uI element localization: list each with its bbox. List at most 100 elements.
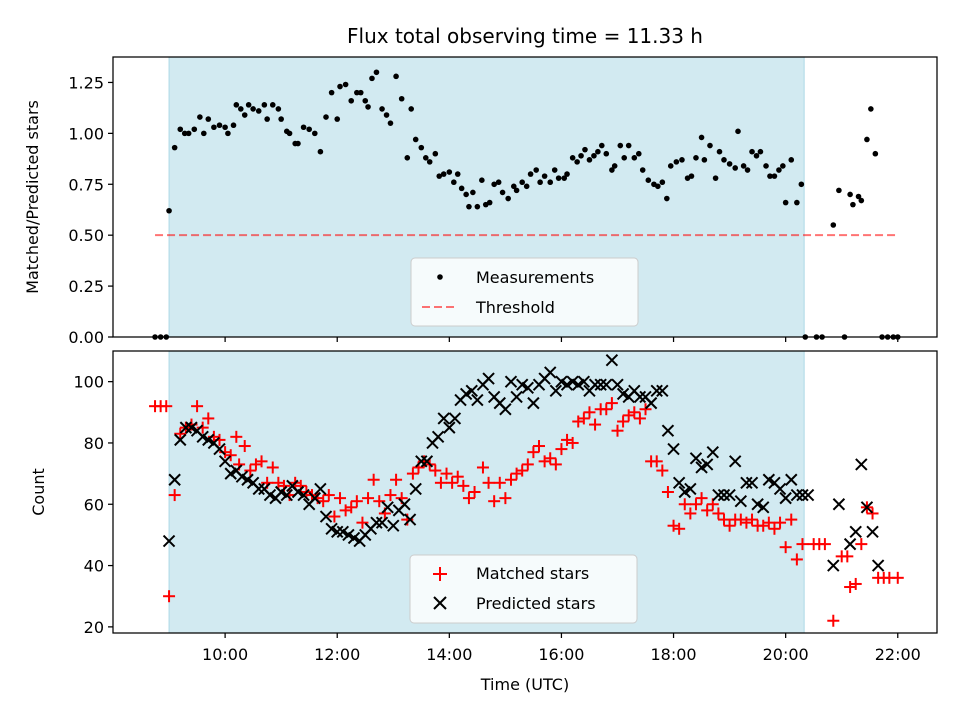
measurement-point — [393, 73, 399, 80]
matched-star-point — [639, 403, 652, 416]
predicted-star-point — [213, 442, 226, 456]
measurement-point — [225, 130, 231, 137]
matched-star-point — [527, 446, 540, 459]
matched-star-point — [717, 513, 730, 526]
predicted-star-point — [712, 488, 725, 502]
y-tick-label: 1.00 — [68, 124, 104, 143]
measurement-point — [337, 83, 343, 90]
measurement-point — [348, 97, 355, 104]
measurement-point — [369, 75, 375, 82]
measurement-point — [836, 187, 842, 194]
predicted-star-point — [280, 488, 293, 502]
measurement-point — [537, 179, 543, 186]
bottom-legend-box — [409, 554, 638, 624]
legend-measurements: Measurements — [476, 268, 594, 287]
predicted-star-point — [728, 455, 742, 468]
measurement-point — [201, 130, 207, 137]
measurement-point — [688, 173, 695, 179]
predicted-star-point — [510, 390, 523, 404]
measurement-point — [864, 136, 870, 143]
measurement-point — [551, 167, 558, 173]
measurement-point — [749, 148, 755, 155]
predicted-star-point — [633, 390, 647, 404]
predicted-star-point — [855, 458, 868, 471]
measurement-point — [578, 152, 584, 159]
predicted-star-point — [168, 473, 181, 486]
measurement-point — [233, 102, 240, 108]
predicted-star-point — [162, 534, 176, 548]
matched-star-point — [746, 513, 759, 526]
matched-star-point — [238, 440, 251, 453]
matched-star-point — [468, 486, 481, 498]
x-tick-label: 16:00 — [538, 645, 584, 664]
measurement-point — [422, 155, 429, 161]
measurement-point — [541, 173, 548, 179]
x-tick-label: 18:00 — [650, 645, 696, 664]
matched-star-point — [617, 415, 630, 428]
measurement-point — [798, 181, 805, 188]
matched-star-point — [605, 397, 618, 410]
measurement-point — [701, 157, 708, 163]
measurement-point — [491, 181, 497, 188]
predicted-star-point — [471, 393, 484, 407]
measurement-point — [763, 163, 769, 169]
measurement-point — [398, 95, 405, 102]
measurement-point — [300, 124, 307, 131]
measurement-point — [732, 165, 739, 171]
measurement-point — [569, 155, 576, 161]
measurement-point — [513, 187, 520, 194]
measurement-point — [582, 146, 588, 153]
matched-star-point — [768, 522, 781, 535]
measurement-point — [365, 104, 371, 110]
predicted-star-point — [689, 452, 703, 465]
matched-star-point — [446, 476, 459, 489]
measurement-point — [470, 189, 476, 196]
predicted-star-point — [849, 525, 862, 539]
predicted-star-point — [600, 378, 613, 391]
measurement-point — [872, 150, 879, 157]
measurement-point — [486, 199, 493, 206]
measurement-point — [230, 122, 237, 129]
predicted-star-point — [504, 375, 518, 388]
matched-star-point — [476, 461, 489, 474]
matched-star-point — [224, 449, 237, 462]
top-x-ticks — [224, 337, 899, 342]
predicted-star-point — [174, 433, 187, 447]
predicted-star-point — [381, 501, 394, 514]
bottom-axes-frame — [112, 350, 938, 634]
measurement-point — [716, 148, 723, 155]
matched-star-point — [891, 571, 904, 584]
measurement-point — [698, 134, 705, 141]
matched-star-point — [362, 492, 375, 505]
measurement-point — [561, 175, 568, 181]
measurement-point — [404, 155, 411, 161]
predicted-star-point — [790, 488, 804, 502]
measurement-point — [523, 183, 530, 190]
measurement-point — [645, 177, 652, 183]
matched-star-point — [322, 489, 335, 502]
predicted-star-point — [314, 482, 327, 496]
matched-star-point — [628, 406, 641, 419]
predicted-star-point — [308, 491, 322, 505]
measurement-point — [379, 106, 385, 112]
predicted-star-point — [252, 482, 265, 496]
matched-star-point — [516, 464, 529, 477]
measurement-point — [858, 197, 865, 204]
predicted-star-point — [594, 378, 607, 391]
matched-star-point — [855, 538, 868, 551]
measurement-point — [830, 222, 837, 228]
matched-star-point — [493, 476, 506, 489]
predicted-star-point — [588, 378, 602, 391]
matched-star-point — [611, 424, 624, 437]
measurement-point — [505, 195, 511, 202]
legend-predicted-stars: Predicted stars — [476, 594, 596, 613]
measurement-point — [591, 152, 597, 159]
x-axis-label: Time (UTC) — [480, 675, 569, 694]
measurement-point — [595, 148, 601, 155]
measurement-point — [855, 193, 862, 200]
predicted-star-point — [297, 488, 310, 502]
matched-star-point — [779, 541, 792, 554]
chart-title: Flux total observing time = 11.33 h — [347, 24, 703, 48]
measurement-point — [527, 171, 534, 177]
measurement-point — [463, 191, 469, 198]
